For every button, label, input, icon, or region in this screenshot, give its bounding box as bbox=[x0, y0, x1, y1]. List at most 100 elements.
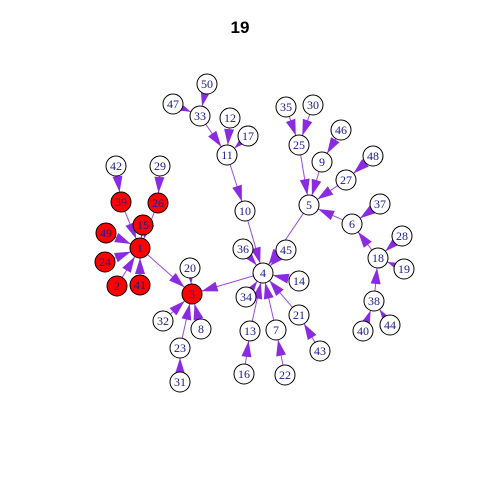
node-2: 2 bbox=[106, 275, 128, 297]
node-label: 3 bbox=[189, 287, 195, 301]
node-41: 41 bbox=[129, 274, 151, 296]
node-31: 31 bbox=[169, 371, 191, 393]
node-34: 34 bbox=[235, 286, 257, 308]
node-label: 23 bbox=[174, 341, 186, 355]
edge-21-4 bbox=[269, 280, 293, 308]
node-50: 50 bbox=[196, 73, 218, 95]
arrowhead bbox=[175, 358, 185, 374]
node-label: 4 bbox=[260, 266, 266, 280]
arrowhead bbox=[311, 178, 322, 196]
edge-23-3 bbox=[181, 303, 192, 339]
node-label: 44 bbox=[384, 318, 396, 332]
node-7: 7 bbox=[265, 319, 287, 341]
edge-49-1 bbox=[114, 232, 132, 245]
arrowhead bbox=[208, 130, 222, 147]
edge-6-5 bbox=[317, 208, 344, 221]
arrowhead bbox=[135, 258, 145, 274]
node-label: 46 bbox=[335, 123, 347, 137]
node-17: 17 bbox=[237, 125, 259, 147]
node-layer: 1234567891011121314151617181920212223242… bbox=[94, 73, 415, 393]
edge-41-1 bbox=[135, 258, 145, 275]
edge-27-5 bbox=[317, 185, 338, 200]
node-30: 30 bbox=[302, 94, 324, 116]
node-47: 47 bbox=[162, 93, 184, 115]
node-label: 7 bbox=[273, 323, 279, 337]
node-10: 10 bbox=[234, 200, 256, 222]
node-label: 10 bbox=[239, 204, 251, 218]
node-24: 24 bbox=[94, 251, 116, 273]
graph-title: 19 bbox=[230, 18, 250, 37]
node-label: 39 bbox=[115, 195, 127, 209]
edge-24-1 bbox=[114, 251, 131, 263]
edge-25-5 bbox=[299, 154, 310, 196]
edge-30-25 bbox=[301, 114, 313, 136]
edge-29-26 bbox=[154, 175, 165, 194]
arrowhead bbox=[193, 303, 204, 321]
node-label: 15 bbox=[137, 218, 149, 232]
arrowhead bbox=[181, 303, 192, 321]
node-label: 25 bbox=[293, 138, 305, 152]
node-28: 28 bbox=[391, 225, 413, 247]
node-label: 18 bbox=[372, 251, 384, 265]
node-label: 47 bbox=[167, 97, 179, 111]
node-13: 13 bbox=[239, 320, 261, 342]
node-label: 12 bbox=[224, 111, 236, 125]
node-29: 29 bbox=[149, 155, 171, 177]
arrowhead bbox=[241, 340, 252, 358]
node-label: 14 bbox=[293, 274, 305, 288]
node-label: 48 bbox=[367, 149, 379, 163]
node-label: 31 bbox=[174, 375, 186, 389]
node-label: 11 bbox=[221, 148, 233, 162]
edge-16-13 bbox=[241, 340, 252, 365]
node-26: 26 bbox=[147, 192, 169, 214]
node-4: 4 bbox=[252, 262, 274, 284]
edge-18-6 bbox=[357, 231, 373, 251]
arrowhead bbox=[302, 118, 313, 136]
edge-22-7 bbox=[276, 339, 286, 366]
edge-38-18 bbox=[370, 267, 381, 292]
node-label: 5 bbox=[306, 198, 312, 212]
arrowhead bbox=[272, 273, 290, 284]
edge-4-3 bbox=[201, 275, 254, 292]
edge-2-1 bbox=[121, 256, 136, 278]
arrowhead bbox=[304, 323, 317, 340]
node-label: 38 bbox=[368, 294, 380, 308]
arrowhead bbox=[263, 282, 274, 300]
arrowhead bbox=[370, 268, 381, 285]
node-16: 16 bbox=[233, 363, 255, 385]
node-label: 1 bbox=[137, 241, 143, 255]
node-11: 11 bbox=[216, 144, 238, 166]
node-44: 44 bbox=[379, 314, 401, 336]
node-label: 21 bbox=[293, 308, 305, 322]
edge-32-3 bbox=[169, 300, 186, 316]
node-label: 28 bbox=[396, 229, 408, 243]
edge-12-11 bbox=[224, 127, 235, 146]
node-label: 16 bbox=[238, 367, 250, 381]
node-label: 17 bbox=[242, 129, 254, 143]
node-19: 19 bbox=[393, 258, 415, 280]
node-label: 27 bbox=[340, 173, 352, 187]
node-label: 9 bbox=[319, 155, 325, 169]
node-label: 41 bbox=[134, 278, 146, 292]
arrowhead bbox=[358, 231, 372, 248]
node-45: 45 bbox=[275, 239, 297, 261]
arrowhead bbox=[285, 118, 296, 136]
node-label: 49 bbox=[100, 226, 112, 240]
node-23: 23 bbox=[169, 337, 191, 359]
edge-8-3 bbox=[193, 303, 204, 321]
node-49: 49 bbox=[95, 222, 117, 244]
edge-42-39 bbox=[112, 175, 123, 193]
node-12: 12 bbox=[219, 107, 241, 129]
node-8: 8 bbox=[190, 318, 212, 340]
node-39: 39 bbox=[110, 191, 132, 213]
arrowhead bbox=[317, 186, 334, 200]
arrowhead bbox=[224, 128, 235, 145]
edge-33-11 bbox=[205, 123, 222, 148]
edge-31-23 bbox=[175, 358, 185, 374]
arrowhead bbox=[318, 209, 335, 221]
arrowhead bbox=[201, 281, 219, 292]
node-label: 42 bbox=[110, 159, 122, 173]
node-5: 5 bbox=[298, 194, 320, 216]
node-21: 21 bbox=[288, 304, 310, 326]
